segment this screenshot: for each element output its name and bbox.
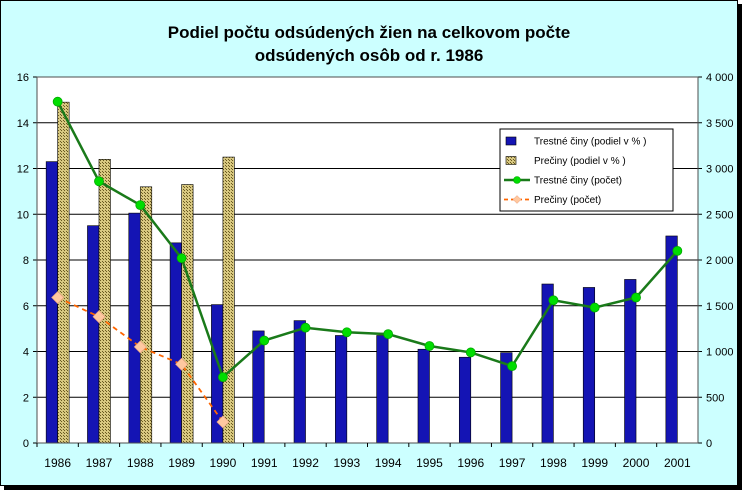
chart-title-line-2: odsúdených osôb od r. 1986 <box>254 46 484 65</box>
bar <box>376 335 389 444</box>
x-tick-label: 1992 <box>292 456 319 470</box>
y-right-tick-label: 3 000 <box>706 164 734 176</box>
point <box>507 361 517 372</box>
y-right-tick-label: 1 500 <box>706 301 734 313</box>
bar <box>293 320 306 444</box>
x-tick-label: 1993 <box>333 456 360 470</box>
y-left-tick-label: 6 <box>23 301 29 313</box>
point <box>51 291 65 304</box>
x-tick-label: 1999 <box>581 456 608 470</box>
bar <box>128 212 141 444</box>
chart-title: Podiel počtu odsúdených žien na celkovom… <box>1 21 737 67</box>
y-left-tick-label: 14 <box>17 118 29 130</box>
point <box>672 245 683 256</box>
bar <box>169 242 182 444</box>
x-tick-label: 1991 <box>251 456 278 470</box>
point <box>94 176 104 187</box>
legend-label: Prečiny (podiel v % ) <box>534 156 626 167</box>
legend-label: Trestné činy (počet) <box>534 176 622 187</box>
y-right-tick-label: 3 500 <box>706 118 734 130</box>
x-tick-label: 1988 <box>127 456 154 470</box>
x-tick-label: 1990 <box>210 456 237 470</box>
y-left-tick-label: 12 <box>17 164 29 176</box>
point <box>259 335 270 346</box>
point <box>548 295 559 306</box>
x-tick-label: 1986 <box>44 456 71 470</box>
point <box>383 329 394 340</box>
point <box>218 372 228 383</box>
x-tick-label: 1994 <box>375 456 402 470</box>
point <box>424 341 435 351</box>
x-tick-label: 1998 <box>540 456 567 470</box>
point <box>133 340 147 354</box>
y-left-tick-label: 4 <box>23 347 29 359</box>
point <box>52 96 63 107</box>
y-right-tick-label: 2 000 <box>706 255 734 267</box>
point <box>176 253 187 264</box>
y-right-tick-label: 2 500 <box>706 209 734 221</box>
x-tick-label: 1997 <box>499 456 526 470</box>
x-tick-label: 1996 <box>457 456 484 470</box>
y-right-tick-label: 4 000 <box>706 72 734 84</box>
x-tick-label: 2001 <box>664 456 691 470</box>
bar <box>139 186 153 444</box>
y-left-tick-label: 10 <box>17 209 29 221</box>
bar <box>45 161 58 444</box>
legend-label: Trestné činy (podiel v % ) <box>534 137 646 148</box>
legend-label: Prečiny (počet) <box>534 195 601 206</box>
y-right-tick-label: 1 000 <box>706 347 734 359</box>
bar <box>222 156 235 444</box>
legend-swatch <box>505 136 517 146</box>
point <box>589 302 600 313</box>
point <box>175 357 189 371</box>
legend-marker <box>513 176 521 184</box>
bar <box>181 184 194 444</box>
bar <box>624 279 637 444</box>
bar <box>458 356 472 444</box>
legend-marker <box>512 195 522 204</box>
y-left-tick-label: 8 <box>23 255 29 267</box>
y-left-tick-label: 0 <box>23 438 29 450</box>
point <box>135 200 146 211</box>
legend <box>499 128 674 212</box>
bar <box>335 335 348 444</box>
point <box>465 347 476 358</box>
x-tick-label: 2000 <box>623 456 650 470</box>
y-right-tick-label: 500 <box>706 392 724 404</box>
point <box>216 415 230 429</box>
x-tick-label: 1987 <box>86 456 113 470</box>
point <box>631 292 641 303</box>
point <box>341 327 352 338</box>
point <box>92 310 106 324</box>
line-series-preciny-pocet <box>57 296 224 423</box>
line-series-trestne-ciny-pocet <box>56 101 679 380</box>
point <box>300 322 311 333</box>
bar <box>665 235 678 444</box>
y-right-tick-label: 0 <box>706 438 712 450</box>
bar <box>417 348 430 444</box>
bar <box>87 225 100 444</box>
x-tick-label: 1995 <box>416 456 443 470</box>
x-tick-label: 1989 <box>168 456 195 470</box>
legend-swatch <box>505 156 517 165</box>
chart-title-line-1: Podiel počtu odsúdených žien na celkovom… <box>167 23 571 42</box>
bar <box>57 101 70 444</box>
combo-chart: 0 2 4 6 8 10 12 14 16 0 500 1 000 1 500 2 000 2 500 3 0… <box>17 72 734 470</box>
y-left-tick-label: 2 <box>23 392 29 404</box>
y-left-tick-label: 16 <box>17 72 29 84</box>
bar <box>98 159 111 444</box>
